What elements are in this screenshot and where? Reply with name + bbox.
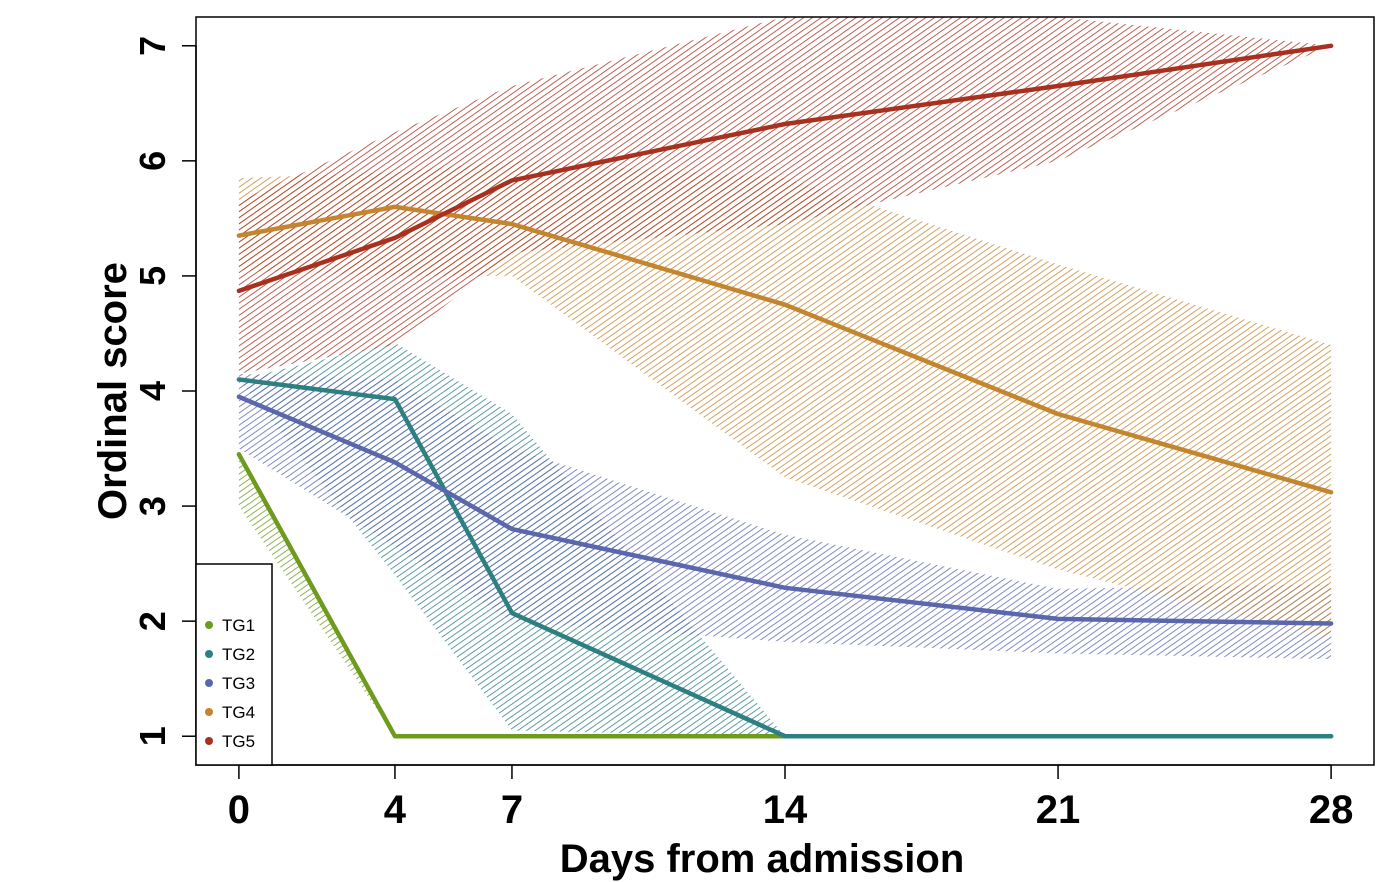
x-tick-label: 0 xyxy=(228,788,250,832)
legend-label-tg3: TG3 xyxy=(222,674,255,693)
x-tick-label: 14 xyxy=(763,788,808,832)
legend-label-tg2: TG2 xyxy=(222,645,255,664)
y-tick-label: 5 xyxy=(132,266,173,286)
x-axis-title: Days from admission xyxy=(560,837,965,881)
y-tick-label: 1 xyxy=(132,726,173,746)
x-tick-label: 4 xyxy=(384,788,407,832)
legend-marker-tg3 xyxy=(205,679,213,687)
x-tick-label: 7 xyxy=(501,788,523,832)
x-axis: 0 4 7 14 21 28 xyxy=(228,764,1354,832)
y-tick-label: 6 xyxy=(132,151,173,171)
legend-marker-tg1 xyxy=(205,621,213,629)
y-tick-label: 4 xyxy=(132,381,173,401)
band-tg3 xyxy=(238,373,1332,660)
legend-marker-tg4 xyxy=(205,708,213,716)
y-tick-label: 7 xyxy=(132,36,173,56)
legend-label-tg1: TG1 xyxy=(222,616,255,635)
legend: TG1 TG2 TG3 TG4 TG5 xyxy=(195,563,273,766)
series-line-tg2 xyxy=(236,377,1334,739)
legend-marker-tg5 xyxy=(205,737,213,745)
y-tick-label: 3 xyxy=(132,496,173,516)
x-tick-label: 28 xyxy=(1309,788,1354,832)
confidence-bands xyxy=(238,17,1332,737)
y-axis-title: Ordinal score xyxy=(91,262,135,520)
band-tg4 xyxy=(238,160,1332,639)
band-tg5 xyxy=(238,17,1332,374)
y-axis: 1 2 3 4 5 6 7 xyxy=(132,36,197,746)
series-lines xyxy=(236,43,1334,739)
band-tg2 xyxy=(238,342,1332,737)
x-tick-label: 21 xyxy=(1036,788,1081,832)
series-line-tg4 xyxy=(236,204,1334,495)
legend-marker-tg2 xyxy=(205,650,213,658)
series-line-tg3 xyxy=(236,394,1334,626)
legend-label-tg4: TG4 xyxy=(222,703,255,722)
legend-box xyxy=(195,563,273,766)
series-line-tg5 xyxy=(236,43,1334,294)
y-tick-label: 2 xyxy=(132,611,173,631)
legend-label-tg5: TG5 xyxy=(222,732,255,751)
